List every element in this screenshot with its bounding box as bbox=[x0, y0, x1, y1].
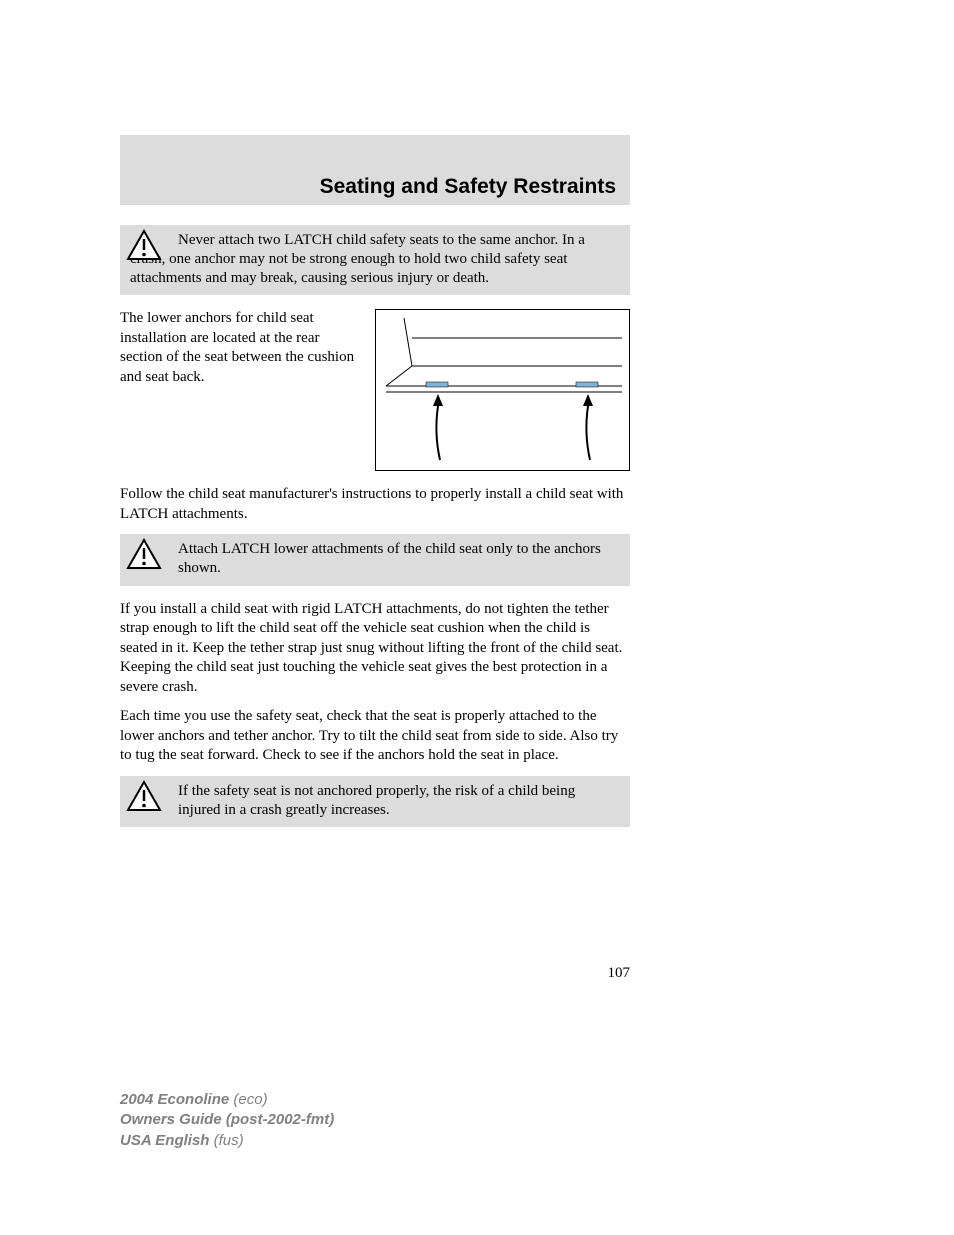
footer-lang-code: (fus) bbox=[209, 1132, 243, 1149]
anchors-location-text: The lower anchors for child seat install… bbox=[120, 309, 361, 471]
content-area: Never attach two LATCH child safety seat… bbox=[120, 225, 630, 841]
header-band: Seating and Safety Restraints bbox=[120, 135, 630, 205]
follow-mfr-text: Follow the child seat manufacturer's ins… bbox=[120, 485, 630, 524]
warning-triangle-icon bbox=[126, 229, 162, 266]
seat-anchor-diagram bbox=[375, 309, 630, 471]
warning-triangle-icon bbox=[126, 538, 162, 575]
footer-lang: USA English bbox=[120, 1132, 209, 1149]
seat-anchor-svg bbox=[376, 310, 631, 472]
page-number: 107 bbox=[120, 965, 630, 982]
section-title: Seating and Safety Restraints bbox=[320, 175, 616, 199]
footer-line-2: Owners Guide (post-2002-fmt) bbox=[120, 1110, 334, 1130]
warning-box-1: Never attach two LATCH child safety seat… bbox=[120, 225, 630, 295]
footer-line-1: 2004 Econoline (eco) bbox=[120, 1090, 334, 1110]
footer-block: 2004 Econoline (eco) Owners Guide (post-… bbox=[120, 1090, 334, 1151]
warning-box-2: Attach LATCH lower attachments of the ch… bbox=[120, 534, 630, 586]
anchors-row: The lower anchors for child seat install… bbox=[120, 309, 630, 471]
page: Seating and Safety Restraints Never atta… bbox=[0, 0, 954, 1235]
warning-triangle-icon bbox=[126, 780, 162, 817]
each-time-text: Each time you use the safety seat, check… bbox=[120, 707, 630, 766]
warning-box-3: If the safety seat is not anchored prope… bbox=[120, 776, 630, 828]
warning-text-2: Attach LATCH lower attachments of the ch… bbox=[130, 540, 620, 578]
warning-text-3: If the safety seat is not anchored prope… bbox=[130, 782, 620, 820]
footer-line-3: USA English (fus) bbox=[120, 1131, 334, 1151]
rigid-latch-text: If you install a child seat with rigid L… bbox=[120, 600, 630, 698]
footer-vehicle: 2004 Econoline bbox=[120, 1091, 229, 1108]
warning-text-1: Never attach two LATCH child safety seat… bbox=[130, 231, 620, 287]
footer-vehicle-code: (eco) bbox=[229, 1091, 267, 1108]
